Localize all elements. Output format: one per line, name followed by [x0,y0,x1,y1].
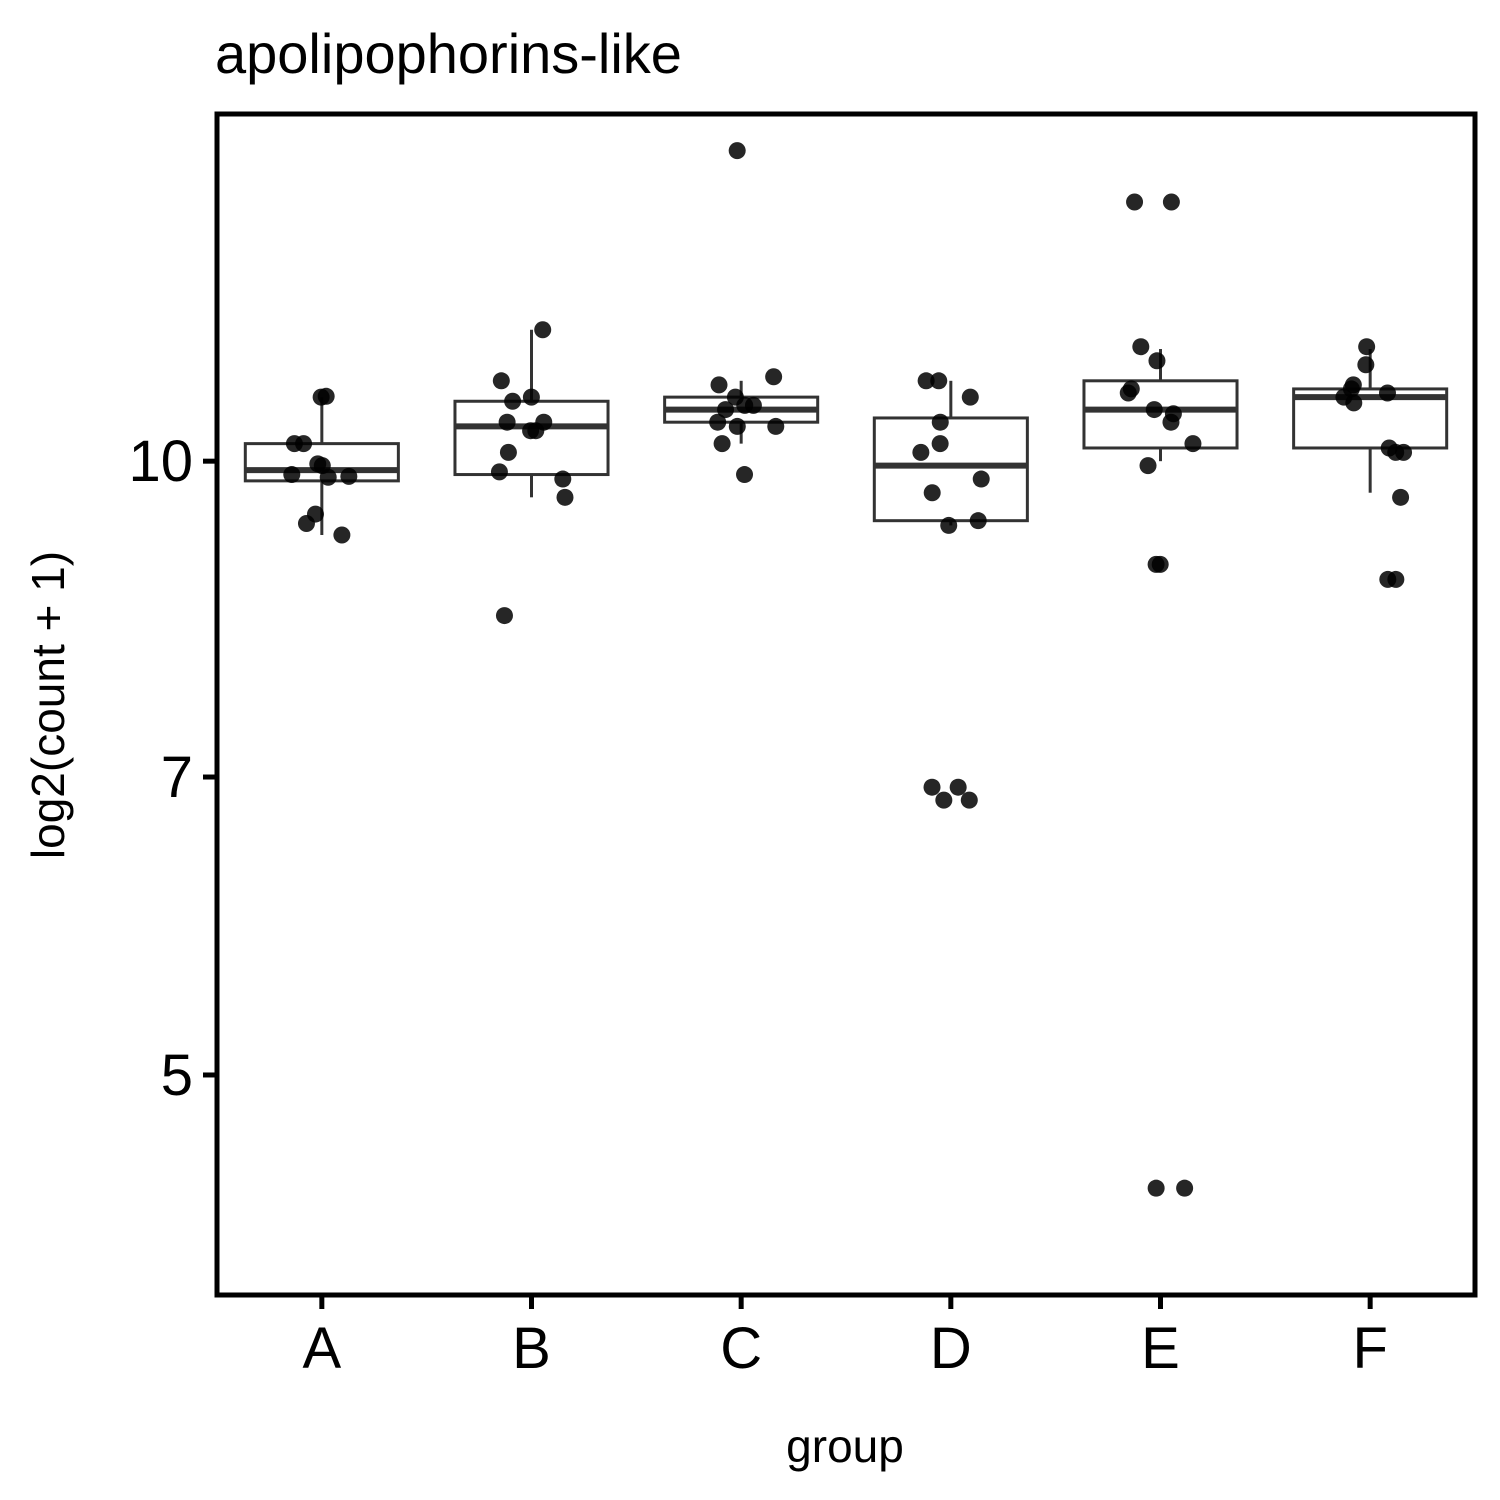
data-point-a-10 [297,515,315,533]
x-tick-label-e: E [1141,1316,1180,1381]
data-point-f-1 [1357,356,1375,374]
box-group-f [1292,349,1449,493]
data-point-f-12 [1379,570,1397,588]
data-point-d-4 [931,435,949,453]
data-point-c-6 [717,401,735,419]
box-f [1292,387,1449,450]
data-point-c-10 [713,435,731,453]
data-point-b-1 [492,372,510,390]
data-point-a-6 [283,466,301,484]
data-point-e-0 [1162,193,1180,211]
plot-panel-border [214,111,1478,1298]
box-e [1082,379,1239,450]
data-point-d-2 [961,388,979,406]
data-point-d-9 [940,516,958,534]
y-tick-label-10: 10 [128,429,193,494]
x-axis-label: group [786,1420,904,1472]
data-point-d-5 [912,443,930,461]
boxes-layer [243,329,1449,536]
data-point-b-8 [499,443,517,461]
data-point-e-12 [1151,555,1169,573]
x-tick-label-b: B [512,1316,551,1381]
data-point-d-7 [923,484,941,502]
data-point-d-1 [917,372,935,390]
y-tick-label-7: 7 [161,745,193,810]
data-point-e-14 [1176,1179,1194,1197]
ticks-layer: 5 7 10 A B C D E F [128,429,1387,1381]
data-point-a-7 [340,467,358,485]
data-point-f-0 [1358,338,1376,356]
data-point-b-12 [495,607,513,625]
data-point-a-1 [317,387,335,405]
data-point-b-3 [504,392,522,410]
data-point-d-3 [931,413,949,431]
x-tick-label-c: C [720,1316,762,1381]
data-point-b-10 [554,470,572,488]
data-point-a-8 [319,468,337,486]
data-point-c-0 [728,142,746,160]
x-tick-label-d: D [930,1316,972,1381]
data-point-b-5 [498,413,516,431]
data-point-c-8 [767,417,785,435]
data-point-b-0 [534,321,552,339]
data-point-c-5 [744,396,762,414]
data-point-d-6 [972,470,990,488]
data-point-a-11 [333,526,351,544]
data-point-c-9 [728,417,746,435]
data-point-f-9 [1395,443,1413,461]
data-point-a-3 [295,435,313,453]
data-point-d-10 [923,778,941,796]
data-point-e-2 [1132,338,1150,356]
data-point-d-13 [960,791,978,809]
y-tick-label-5: 5 [161,1043,193,1108]
data-point-c-2 [710,376,728,394]
data-point-e-1 [1126,193,1144,211]
data-point-f-6 [1345,394,1363,412]
data-point-b-9 [490,463,508,481]
box-group-b [453,329,610,498]
data-point-e-3 [1148,352,1166,370]
box-group-d [872,380,1029,526]
data-point-d-8 [969,512,987,530]
data-point-f-4 [1378,384,1396,402]
data-point-b-7 [522,422,540,440]
data-point-e-5 [1119,384,1137,402]
data-point-e-13 [1147,1179,1165,1197]
data-point-e-8 [1162,413,1180,431]
box-d [872,416,1029,523]
data-point-d-12 [935,791,953,809]
x-tick-label-a: A [302,1316,341,1381]
data-point-c-7 [709,413,727,431]
chart-title: apolipophorins-like [215,22,682,85]
data-point-c-11 [736,466,754,484]
data-point-e-10 [1139,457,1157,475]
data-point-c-1 [765,368,783,386]
data-point-e-9 [1184,435,1202,453]
data-point-e-6 [1145,401,1163,419]
data-point-d-0 [930,372,948,390]
data-point-b-2 [522,388,540,406]
x-tick-label-f: F [1352,1316,1387,1381]
data-point-b-11 [556,488,574,506]
points-layer [283,142,1413,1197]
data-point-f-10 [1392,488,1410,506]
data-point-d-11 [949,778,967,796]
y-axis-label: log2(count + 1) [22,551,74,859]
